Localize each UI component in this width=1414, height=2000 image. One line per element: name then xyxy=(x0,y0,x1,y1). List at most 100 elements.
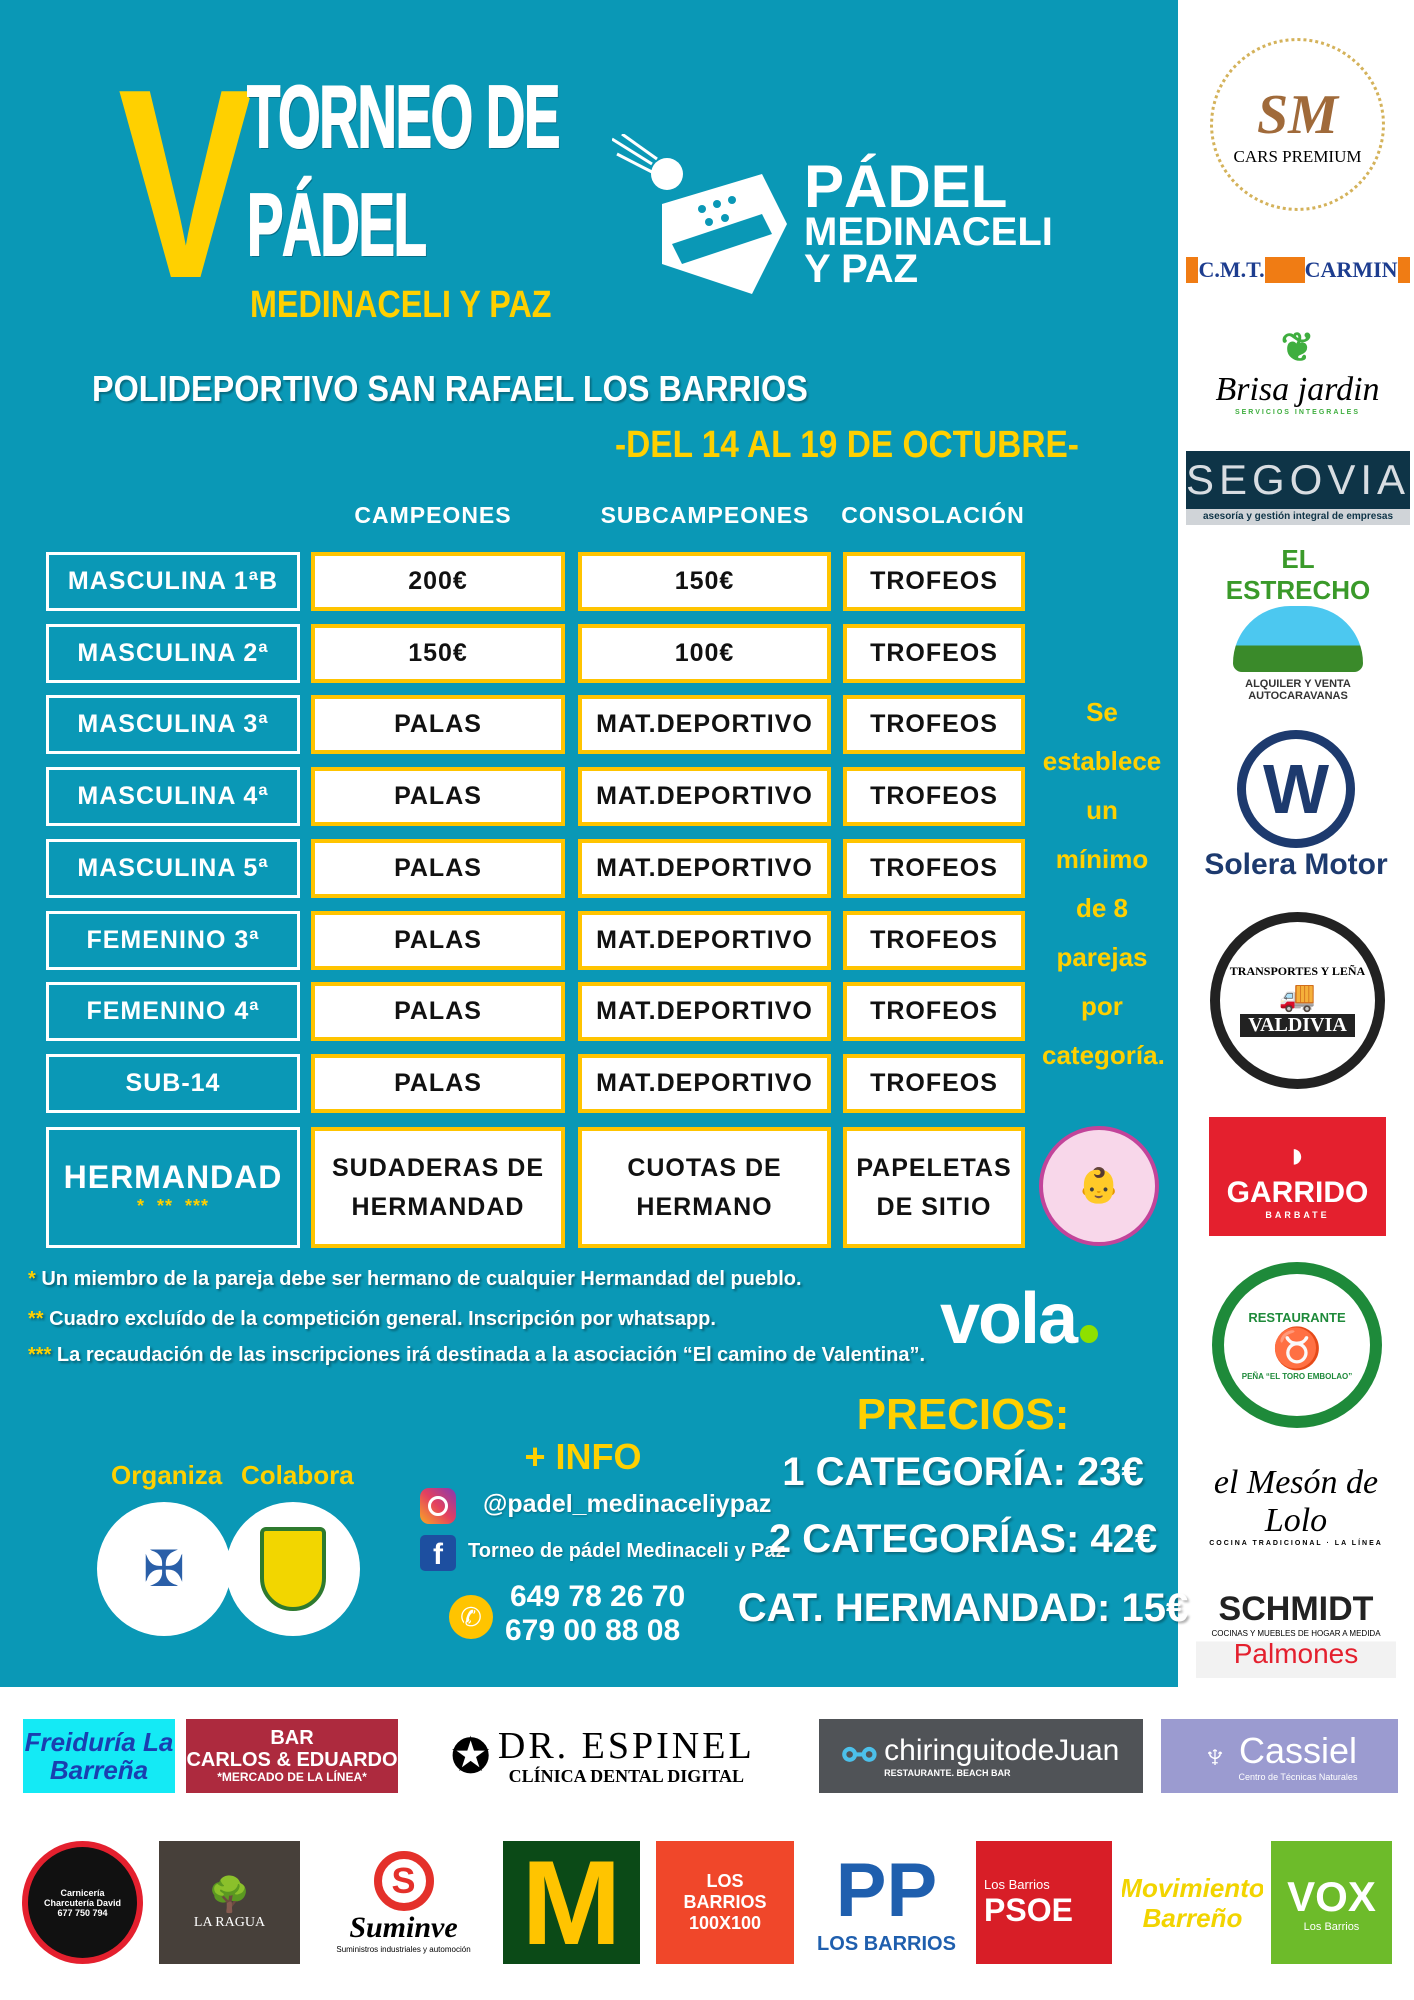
prize-cell: MAT.DEPORTIVO xyxy=(578,695,831,755)
footnote-stars: *** xyxy=(28,1344,52,1366)
footnote: *** La recaudación de las inscripciones … xyxy=(28,1344,925,1367)
price-2-categories: 2 CATEGORÍAS: 42€ xyxy=(768,1517,1158,1561)
category-label: MASCULINA 2ª xyxy=(46,623,300,683)
sponsor-chiringuito-juan-logo: ⚯ chiringuitodeJuan RESTAURANTE. BEACH BAR xyxy=(819,1719,1143,1793)
price-1-category: 1 CATEGORÍA: 23€ xyxy=(782,1450,1144,1494)
phone-icon: ✆ xyxy=(449,1595,493,1639)
association-logo: 👶 xyxy=(1039,1126,1159,1246)
sponsor-pp-logo: PP LOS BARRIOS xyxy=(817,1848,956,1956)
stars-emblem-icon: ✪ xyxy=(451,1731,490,1782)
town-crest-logo xyxy=(226,1502,360,1636)
vola-dot-icon xyxy=(1080,1325,1099,1343)
prize-cell: TROFEOS xyxy=(843,1053,1025,1113)
sponsor-bar-carlos-eduardo-logo: BAR CARLOS & EDUARDO *MERCADO DE LA LÍNEA* xyxy=(186,1719,398,1793)
prize-cell: MAT.DEPORTIVO xyxy=(578,838,831,898)
prize-cell: TROFEOS xyxy=(843,767,1025,827)
lotus-icon: ♆ xyxy=(1201,1735,1229,1776)
prize-cell: 200€ xyxy=(311,552,565,611)
column-header-campeones: CAMPEONES xyxy=(354,502,512,528)
category-label-hermandad: HERMANDAD * ** *** xyxy=(46,1127,300,1248)
prize-cell: TROFEOS xyxy=(843,552,1025,611)
colabora-label: Colabora xyxy=(241,1460,354,1490)
brand-line1: PÁDEL xyxy=(804,153,1008,220)
prize-cell: SUDADERAS DE HERMANDAD xyxy=(311,1127,565,1248)
cell-text: SUDADERAS DE xyxy=(331,1153,545,1182)
phone-number-1[interactable]: 649 78 26 70 xyxy=(510,1580,686,1613)
organiza-label: Organiza xyxy=(111,1460,223,1490)
sponsor-toro-embolao-logo: RESTAURANTE ♉ PEÑA “EL TORO EMBOLAO” xyxy=(1212,1262,1382,1428)
instagram-handle[interactable]: @padel_medinaceliypaz xyxy=(483,1490,772,1518)
note-line: Se xyxy=(1086,697,1118,727)
sponsor-psoe-logo: Los Barrios PSOE xyxy=(976,1841,1112,1964)
prize-cell: PAPELETAS DE SITIO xyxy=(843,1127,1025,1248)
dates: -DEL 14 AL 19 DE OCTUBRE- xyxy=(615,424,1079,466)
prize-cell: MAT.DEPORTIVO xyxy=(578,910,831,970)
note-line: un mínimo xyxy=(1055,795,1149,874)
padel-racket-logo-icon xyxy=(612,134,787,294)
instagram-icon[interactable] xyxy=(420,1488,456,1524)
info-title: + INFO xyxy=(524,1436,642,1477)
cell-text: CUOTAS DE xyxy=(627,1153,782,1182)
column-header-consolacion: CONSOLACIÓN xyxy=(841,502,1025,528)
note-line: parejas xyxy=(1056,942,1148,972)
prices-title: PRECIOS: xyxy=(856,1390,1070,1439)
sponsor-transportes-valdivia-logo: TRANSPORTES Y LEÑA 🚚 VALDIVIA xyxy=(1210,912,1385,1089)
phone-number-2[interactable]: 679 00 88 08 xyxy=(505,1614,681,1647)
sponsor-cmt-carmin-logo: C.M.T. CARMIN xyxy=(1186,237,1410,303)
hermandad-stars: * ** *** xyxy=(136,1195,210,1216)
footnote: ** Cuadro excluído de la competición gen… xyxy=(28,1308,716,1331)
prize-cell: TROFEOS xyxy=(843,838,1025,898)
prize-cell: 100€ xyxy=(578,623,831,683)
venue: POLIDEPORTIVO SAN RAFAEL LOS BARRIOS xyxy=(92,368,808,409)
sponsor-dr-espinel-logo: ✪ DR. ESPINEL CLÍNICA DENTAL DIGITAL xyxy=(451,1724,755,1786)
sponsor-carniceria-david-logo: Carnicería Charcutería David 677 750 794 xyxy=(22,1841,143,1964)
facebook-page[interactable]: Torneo de pádel Medinaceli y Paz xyxy=(468,1540,786,1562)
facebook-icon[interactable]: f xyxy=(420,1535,456,1571)
category-label: MASCULINA 4ª xyxy=(46,767,300,827)
truck-icon: 🚚 xyxy=(1278,980,1317,1013)
prize-cell: PALAS xyxy=(311,838,565,898)
title-line3: MEDINACELI Y PAZ xyxy=(250,284,552,326)
sponsor-movimiento-barreno-logo: Movimiento Barreño xyxy=(1122,1872,1263,1933)
footnote-text: Cuadro excluído de la competición genera… xyxy=(43,1308,716,1330)
footnote-text: La recaudación de las inscripciones irá … xyxy=(51,1344,926,1366)
price-hermandad: CAT. HERMANDAD: 15€ xyxy=(737,1586,1189,1630)
prize-cell: TROFEOS xyxy=(843,982,1025,1042)
title-line1: TORNEO DE xyxy=(246,67,561,166)
prize-cell: PALAS xyxy=(311,910,565,970)
prize-cell: PALAS xyxy=(311,695,565,755)
leaf-icon: ❦ xyxy=(1280,325,1315,370)
sponsor-los-barrios-100x100-logo: LOS BARRIOS 100X100 xyxy=(656,1841,794,1964)
footnote: * Un miembro de la pareja debe ser herma… xyxy=(28,1268,802,1291)
category-label: FEMENINO 3ª xyxy=(46,910,300,970)
category-label: FEMENINO 4ª xyxy=(46,982,300,1042)
hermandad-crest-logo: ✠ xyxy=(97,1502,231,1636)
prize-cell: PALAS xyxy=(311,1053,565,1113)
sponsor-meson-lolo-logo: el Mesón de Lolo COCINA TRADICIONAL · LA … xyxy=(1209,1463,1383,1547)
motorhome-scene-icon xyxy=(1233,606,1363,672)
crest-shield-icon xyxy=(260,1527,326,1611)
sponsor-brisa-jardin-logo: ❦ Brisa jardin SERVICIOS INTEGRALES xyxy=(1215,325,1380,416)
brand-line3: Y PAZ xyxy=(804,247,919,291)
hermandad-label: HERMANDAD xyxy=(63,1158,283,1195)
cell-text: DE SITIO xyxy=(876,1192,992,1221)
sponsor-suminve-logo: S Suminve Suministros industriales y autom… xyxy=(315,1841,492,1964)
bull-icon: ♉ xyxy=(1272,1326,1322,1371)
sponsor-sm-cars-logo: SM CARS PREMIUM xyxy=(1210,38,1385,211)
prize-cell: 150€ xyxy=(578,552,831,611)
garrido-d-icon: ◗ xyxy=(1286,1133,1309,1175)
category-label: MASCULINA 1ªB xyxy=(46,552,300,611)
prize-cell: PALAS xyxy=(311,767,565,827)
title-line2: PÁDEL xyxy=(246,175,427,274)
vola-text: vola xyxy=(940,1279,1078,1359)
category-label: MASCULINA 5ª xyxy=(46,838,300,898)
tree-icon: 🌳 xyxy=(208,1876,251,1914)
prize-cell: PALAS xyxy=(311,982,565,1042)
note-line: categoría. xyxy=(1042,1040,1165,1070)
prize-cell: 150€ xyxy=(311,623,565,683)
prize-cell: TROFEOS xyxy=(843,623,1025,683)
sponsor-la-ragua-logo: 🌳 LA RAGUA xyxy=(159,1841,300,1964)
prize-cell: TROFEOS xyxy=(843,695,1025,755)
poster-panel: V TORNEO DE PÁDEL MEDINACELI Y PAZ PÁDEL… xyxy=(0,0,1188,1687)
footnote-stars: * xyxy=(28,1268,36,1290)
